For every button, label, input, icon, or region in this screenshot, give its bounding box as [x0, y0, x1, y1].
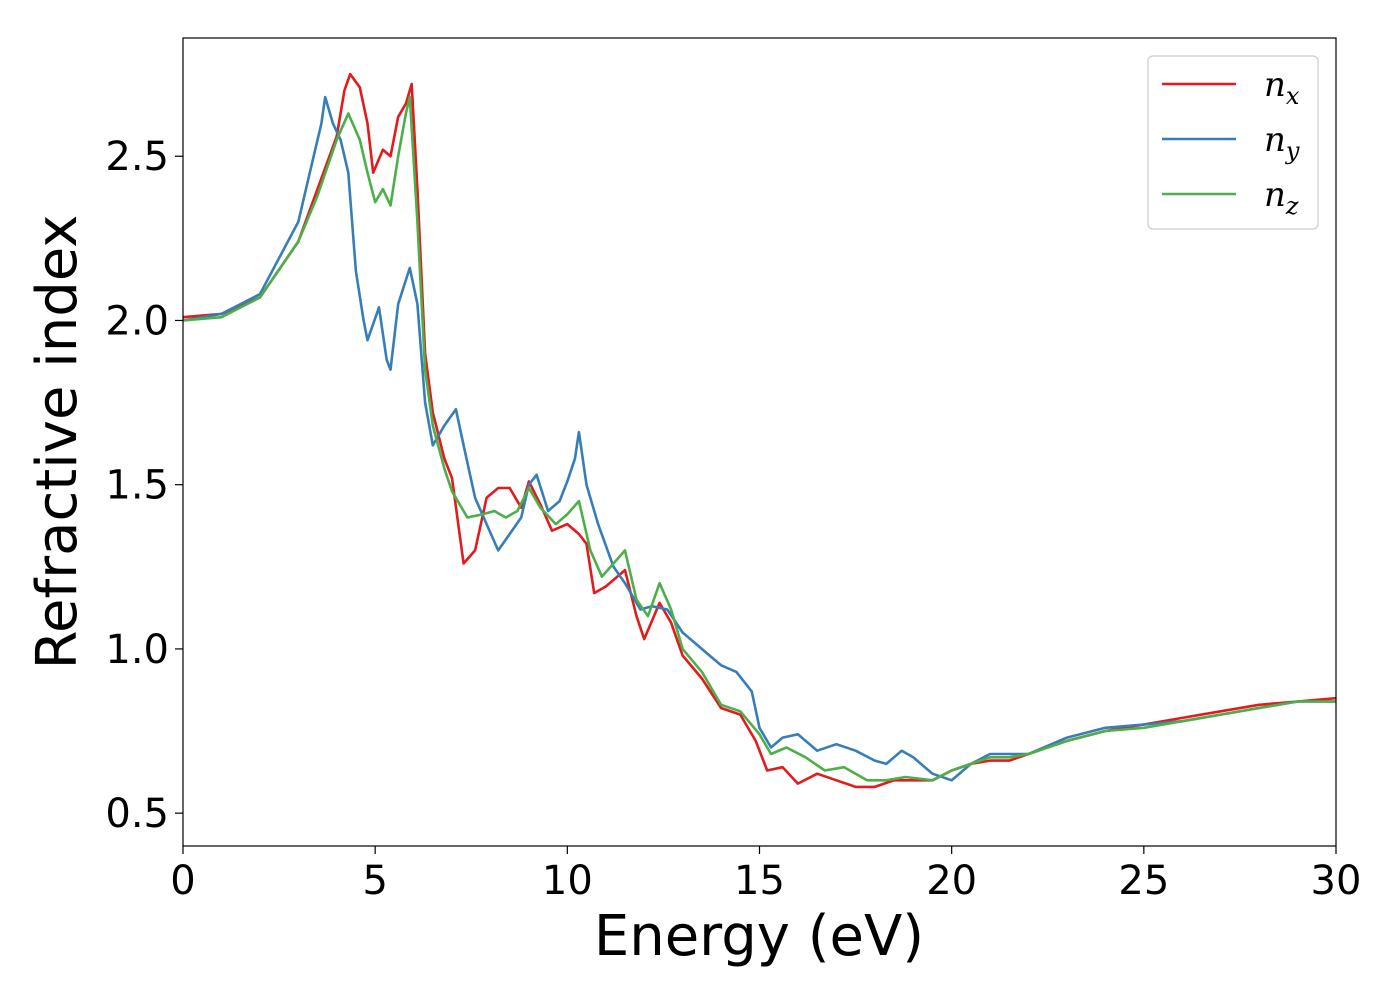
- y-tick-label: 1.5: [105, 463, 169, 509]
- legend-box: [1147, 55, 1319, 230]
- x-tick-label: 5: [362, 858, 387, 904]
- y-axis-label: Refractive index: [25, 215, 90, 670]
- x-axis-label: Energy (eV): [594, 904, 924, 969]
- x-axis: 0 5 10 15 20 25 30: [170, 846, 1361, 904]
- y-tick-label: 2.5: [105, 134, 169, 180]
- x-tick-label: 20: [926, 858, 977, 904]
- y-tick-label: 0.5: [105, 791, 169, 837]
- series-group: [182, 72, 1337, 789]
- y-tick-label: 1.0: [105, 627, 169, 673]
- y-axis: 0.5 1.0 1.5 2.0 2.5: [105, 134, 183, 837]
- x-tick-label: 0: [170, 858, 195, 904]
- series-line-n_z: [182, 95, 1336, 782]
- x-tick-label: 25: [1118, 858, 1169, 904]
- x-tick-label: 15: [734, 858, 785, 904]
- series-line-n_y: [182, 95, 1336, 782]
- y-tick-label: 2.0: [105, 298, 169, 344]
- legend-label-n_y: ny: [1264, 120, 1300, 165]
- x-tick-label: 10: [542, 858, 593, 904]
- legend-label-n_x: nx: [1264, 65, 1300, 110]
- x-tick-label: 30: [1311, 858, 1362, 904]
